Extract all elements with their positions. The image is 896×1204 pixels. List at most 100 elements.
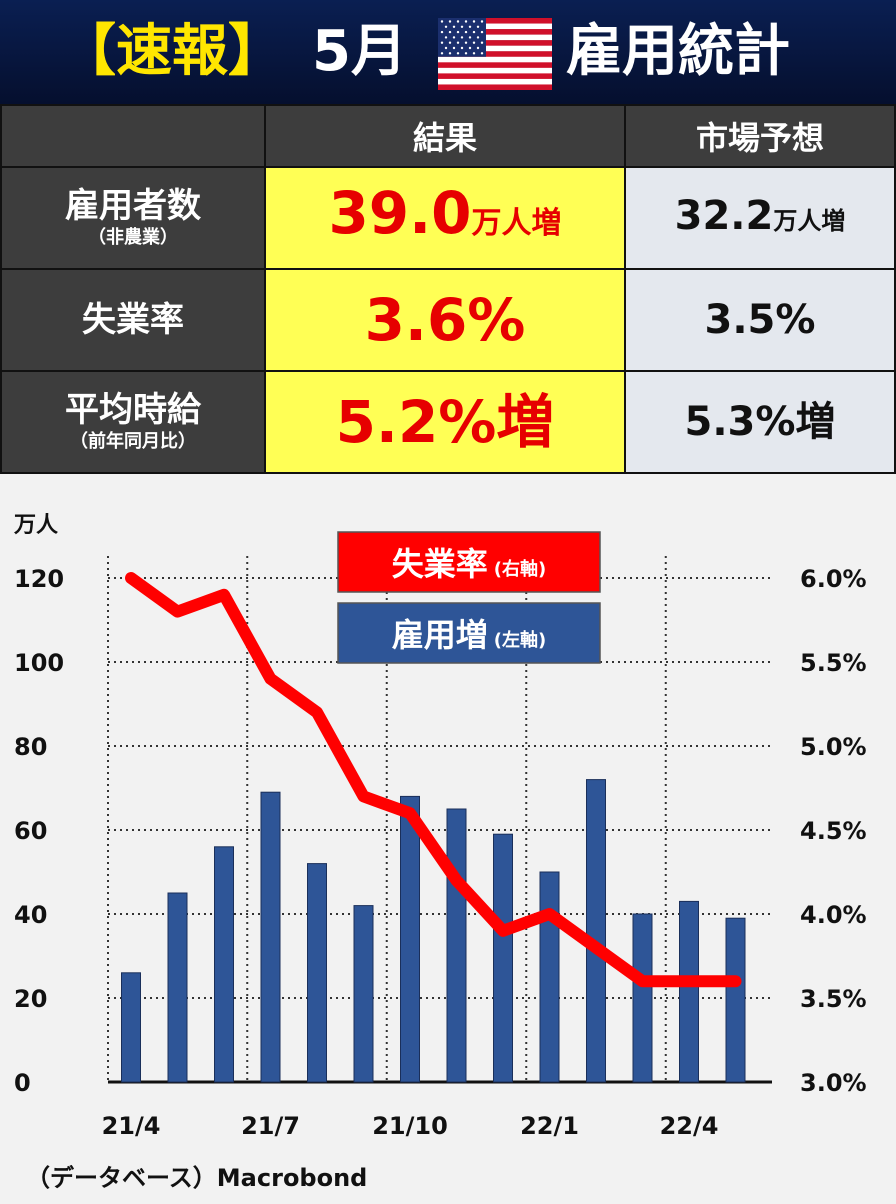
breaking-badge: 【速報】 <box>60 19 284 84</box>
legend-series-name: 雇用増 <box>392 616 488 654</box>
flag-star <box>472 30 476 34</box>
flag-star <box>476 25 480 28</box>
x-tick-label: 21/10 <box>372 1112 448 1140</box>
flag-star <box>464 52 468 55</box>
flag-star <box>456 41 460 44</box>
flag-star <box>444 25 448 28</box>
bar <box>679 900 699 1083</box>
forecast-employment-value: 32.2 <box>674 192 774 239</box>
flag-star <box>472 52 476 55</box>
bar <box>400 795 420 1083</box>
bar <box>446 808 467 1083</box>
legend-axis-note: (右軸) <box>494 558 546 580</box>
flag-star <box>460 25 464 28</box>
row-label-text: 平均時給 <box>65 390 201 430</box>
result-unemployment: 3.6% <box>264 268 626 372</box>
flag-stripe <box>438 29 552 35</box>
bar <box>586 779 606 1083</box>
flag-star <box>468 25 472 28</box>
flag-stripe <box>438 51 552 57</box>
flag-star <box>460 36 464 39</box>
result-wages-value: 5.2%増 <box>335 388 555 456</box>
flag-star <box>456 30 460 34</box>
flag-star <box>476 46 480 50</box>
bar <box>307 863 327 1083</box>
flag-star <box>480 20 484 23</box>
unemployment-line <box>125 572 742 988</box>
row-label-text: 失業率 <box>82 300 184 340</box>
legend-label: 失業率 (右軸) <box>392 545 546 583</box>
forecast-employment: 32.2万人増 <box>624 166 896 270</box>
flag-stripe <box>438 84 552 90</box>
legend-unemployment: 失業率 (右軸) <box>337 531 601 593</box>
row-label-sub: （非農業） <box>88 227 178 248</box>
row-label-text: 雇用者数 <box>65 186 201 226</box>
y-right-tick-label: 5.0% <box>800 733 867 761</box>
y-left-unit: 万人 <box>13 513 58 538</box>
results-table: 結果 市場予想 雇用者数 （非農業） 39.0万人増 32.2万人増 失業率 3… <box>0 104 896 474</box>
flag-stripe <box>438 62 552 69</box>
y-left-tick-label: 40 <box>14 901 47 929</box>
flag-star <box>456 20 460 23</box>
flag-star <box>468 36 472 39</box>
y-left-tick-label: 80 <box>14 733 47 761</box>
y-right-tick-label: 5.5% <box>800 649 867 677</box>
result-employment-value: 39.0 <box>328 178 472 247</box>
flag-stripe <box>438 23 552 30</box>
row-label-wages: 平均時給 （前年同月比） <box>0 370 266 474</box>
flag-star <box>480 30 484 34</box>
flag-stripe <box>438 73 552 80</box>
flag-stripe <box>438 45 552 52</box>
flag-stripe <box>438 18 552 24</box>
y-right-tick-label: 3.5% <box>800 985 867 1013</box>
header-title: 雇用統計 <box>566 19 790 84</box>
y-left-tick-label: 120 <box>14 565 64 593</box>
chart-area: 0 20 40 60 80 100 120 万人 3.0% 3.5% 4.0% 4.5% 5.0% 5.5… <box>0 474 896 1200</box>
legend-label: 雇用増 (左軸) <box>392 616 546 654</box>
row-label-sub: （前年同月比） <box>70 431 196 452</box>
y-left-tick-label: 60 <box>14 817 47 845</box>
us-flag-icon <box>438 18 552 90</box>
flag-stripe <box>438 40 552 46</box>
y-right-tick-label: 6.0% <box>800 565 867 593</box>
combo-chart: 0 20 40 60 80 100 120 万人 3.0% 3.5% 4.0% 4.5% 5.0% 5.5… <box>13 513 867 1140</box>
x-tick-label: 22/4 <box>660 1112 719 1140</box>
forecast-unemployment-value: 3.5% <box>704 297 816 343</box>
y-right-tick-label: 3.0% <box>800 1069 867 1097</box>
flag-star <box>452 36 456 39</box>
bar <box>121 972 141 1083</box>
flag-star <box>480 41 484 44</box>
flag-star <box>440 52 444 55</box>
legend-box <box>337 531 601 593</box>
col-header-result: 結果 <box>264 104 626 168</box>
flag-star <box>468 46 472 50</box>
y-right-tick-label: 4.0% <box>800 901 867 929</box>
flag-star <box>440 30 444 34</box>
legend-box <box>337 602 601 664</box>
flag-star <box>460 46 464 50</box>
flag-stripe <box>438 34 552 41</box>
bar <box>353 905 374 1083</box>
flag-star <box>456 52 460 55</box>
bar <box>632 913 653 1083</box>
flag-star <box>452 25 456 28</box>
header-month: 5月 <box>312 19 407 84</box>
result-unemployment-value: 3.6% <box>364 286 526 354</box>
y-left-tick-label: 100 <box>14 649 64 677</box>
bar <box>167 892 188 1083</box>
flag-star <box>480 52 484 55</box>
row-label-employment: 雇用者数 （非農業） <box>0 166 266 270</box>
flag-star <box>448 20 452 23</box>
forecast-employment-unit: 万人増 <box>773 206 846 235</box>
flag-star <box>472 20 476 23</box>
flag-star <box>472 41 476 44</box>
x-tick-label: 22/1 <box>520 1112 579 1140</box>
flag-star <box>448 41 452 44</box>
flag-star <box>444 36 448 39</box>
result-employment: 39.0万人増 <box>264 166 626 270</box>
flag-stripe <box>438 78 552 85</box>
forecast-unemployment: 3.5% <box>624 268 896 372</box>
legend-employment: 雇用増 (左軸) <box>337 602 601 664</box>
bar <box>539 871 560 1083</box>
source-note: （データベース）Macrobond <box>26 1164 368 1192</box>
